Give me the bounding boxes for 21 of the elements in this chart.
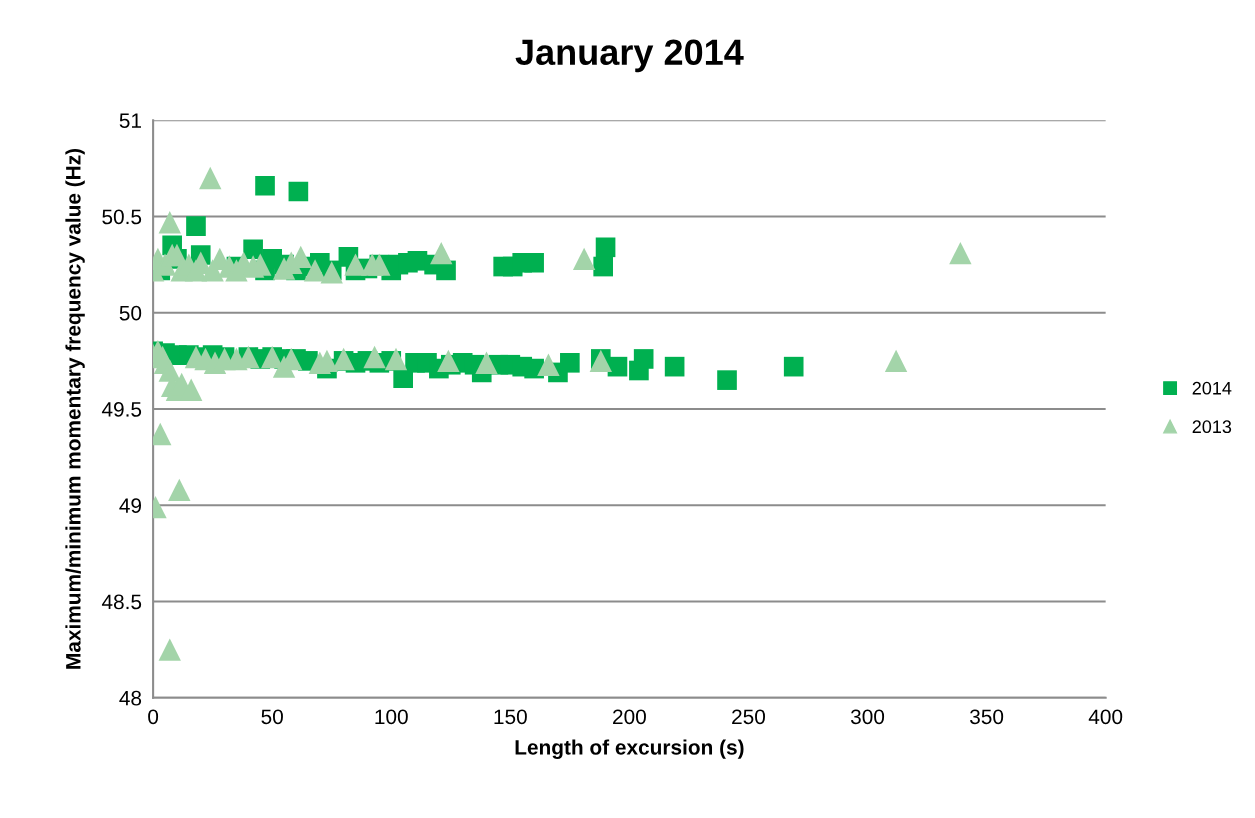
y-tick-label: 48.5 [101, 594, 142, 610]
x-tick-label: 350 [970, 709, 1004, 725]
legend-label: 2013 [1192, 420, 1232, 434]
y-tick-label: 48 [119, 690, 142, 706]
y-axis-title: Maximum/minimum momentary frequency value (Hz) [65, 148, 85, 669]
legend-label: 2014 [1192, 381, 1232, 395]
x-tick-label: 150 [494, 709, 527, 725]
x-tick-label: 400 [1088, 709, 1123, 725]
chart-title: January 2014 [515, 39, 744, 73]
x-axis-title: Length of excursion (s) [515, 739, 744, 759]
y-tick-label: 49.5 [101, 402, 142, 417]
x-tick-label: 250 [732, 709, 766, 725]
x-tick-label: 50 [261, 709, 283, 725]
y-tick-label: 51 [119, 113, 141, 128]
y-tick-label: 50.5 [102, 209, 142, 225]
x-tick-label: 0 [148, 709, 159, 725]
y-tick-label: 49 [119, 498, 142, 514]
x-tick-label: 100 [375, 709, 408, 725]
y-tick-label: 50 [119, 305, 142, 321]
x-tick-label: 300 [850, 709, 885, 725]
x-tick-label: 200 [613, 709, 646, 725]
